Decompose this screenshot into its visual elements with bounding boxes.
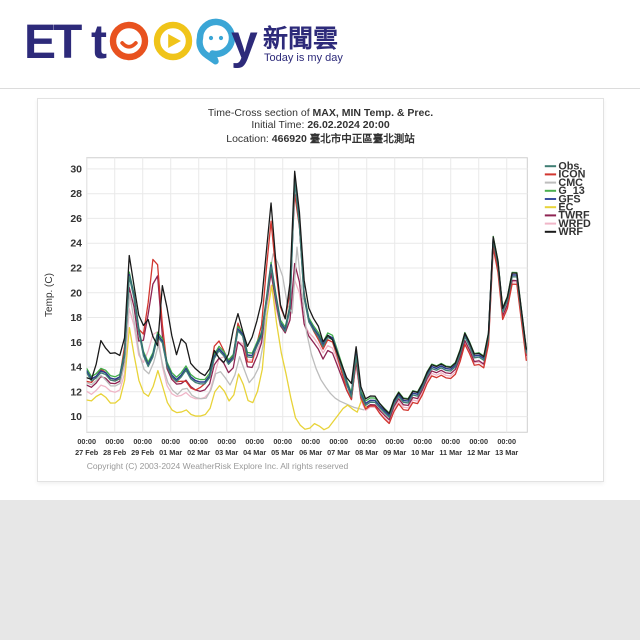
svg-text:新聞雲: 新聞雲 [263,24,338,53]
svg-text:14: 14 [70,362,82,374]
svg-text:09 Mar: 09 Mar [383,448,406,457]
svg-text:00:00: 00:00 [273,437,292,446]
svg-text:28: 28 [70,188,82,200]
svg-text:00:00: 00:00 [441,437,460,446]
svg-text:02 Mar: 02 Mar [187,448,210,457]
svg-text:00:00: 00:00 [301,437,320,446]
svg-text:00:00: 00:00 [77,437,96,446]
svg-text:29 Feb: 29 Feb [131,448,155,457]
svg-text:16: 16 [70,337,82,349]
svg-text:08 Mar: 08 Mar [355,448,378,457]
svg-text:05 Mar: 05 Mar [271,448,294,457]
svg-text:13 Mar: 13 Mar [495,448,518,457]
svg-text:00:00: 00:00 [357,437,376,446]
svg-text:07 Mar: 07 Mar [327,448,350,457]
svg-text:12: 12 [70,386,82,398]
svg-text:20: 20 [70,287,82,299]
svg-text:Today is my day: Today is my day [264,52,343,64]
svg-text:00:00: 00:00 [105,437,124,446]
svg-text:00:00: 00:00 [385,437,404,446]
svg-text:00:00: 00:00 [413,437,432,446]
svg-text:00:00: 00:00 [217,437,236,446]
svg-text:10 Mar: 10 Mar [411,448,434,457]
svg-text:28 Feb: 28 Feb [103,448,127,457]
svg-text:00:00: 00:00 [497,437,516,446]
svg-text:27 Feb: 27 Feb [75,448,99,457]
svg-text:Copyright (C) 2003-2024 Weathe: Copyright (C) 2003-2024 WeatherRisk Expl… [87,461,349,471]
svg-text:y: y [231,16,258,69]
svg-text:10: 10 [70,411,82,423]
svg-text:24: 24 [70,238,82,250]
svg-text:11 Mar: 11 Mar [439,448,462,457]
svg-text:12 Mar: 12 Mar [467,448,490,457]
svg-text:00:00: 00:00 [469,437,488,446]
svg-text:04 Mar: 04 Mar [243,448,266,457]
svg-text:03 Mar: 03 Mar [215,448,238,457]
svg-text:00:00: 00:00 [161,437,180,446]
svg-text:00:00: 00:00 [133,437,152,446]
svg-text:Temp. (C): Temp. (C) [44,273,55,317]
svg-text:WRF: WRF [558,226,583,238]
svg-text:06 Mar: 06 Mar [299,448,322,457]
svg-text:ET: ET [24,16,82,69]
svg-text:t: t [91,16,107,69]
svg-text:01 Mar: 01 Mar [159,448,182,457]
svg-text:22: 22 [70,263,82,275]
svg-text:26: 26 [70,213,82,225]
svg-text:00:00: 00:00 [329,437,348,446]
svg-text:00:00: 00:00 [189,437,208,446]
svg-text:00:00: 00:00 [245,437,264,446]
svg-text:18: 18 [70,312,82,324]
svg-text:30: 30 [70,163,82,175]
